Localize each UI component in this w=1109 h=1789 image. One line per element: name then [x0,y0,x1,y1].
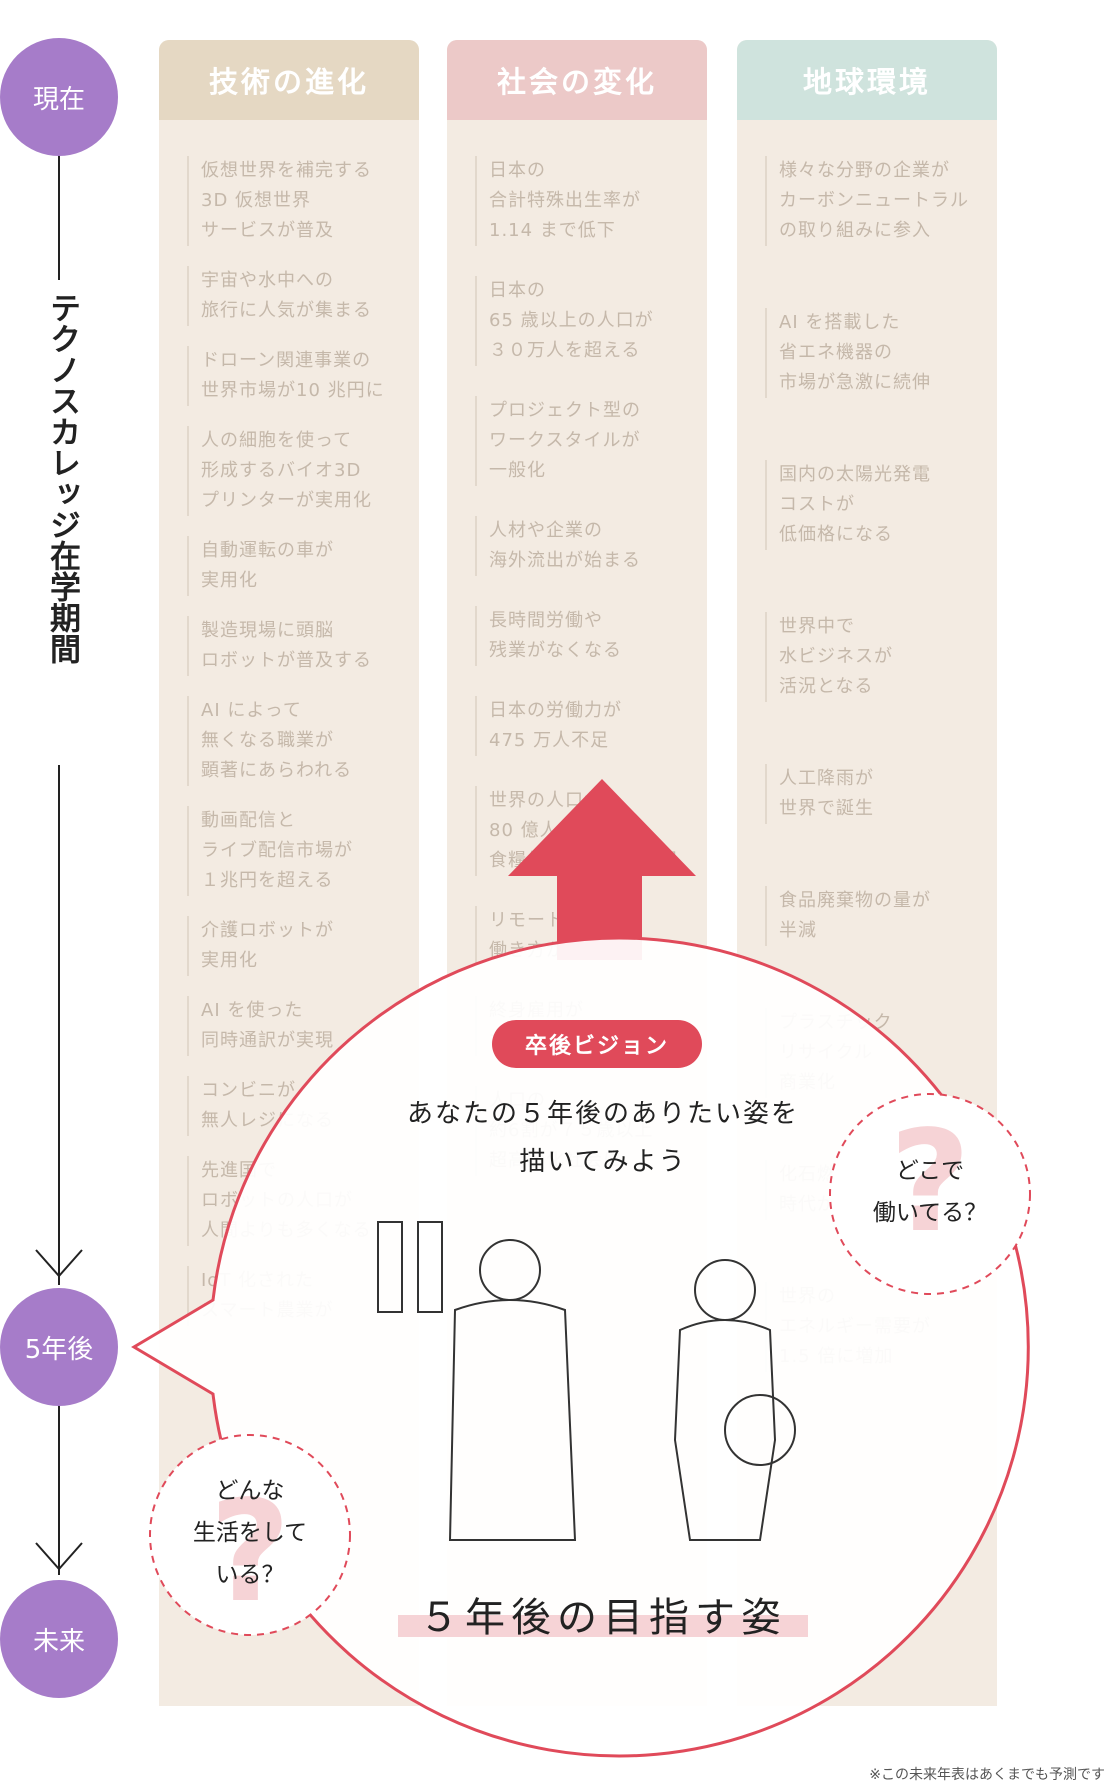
vision-title: ５年後の目指す姿 [419,1595,787,1641]
timeline-middle: 5年後 [0,1288,118,1406]
event-item: AI によって 無くなる職業が 顕著にあらわれる [187,696,419,786]
event-item: AI を搭載した 省エネ機器の 市場が急激に続伸 [765,308,997,398]
event-item: 世界中で 水ビジネスが 活況となる [765,612,997,702]
event-item: 製造現場に頭脳 ロボットが普及する [187,616,419,676]
timeline-period: テクノスカレッジ在学期間 [44,292,80,664]
footnote: ※この未来年表はあくまでも予測です [869,1767,1105,1783]
event-item: 自動運転の車が 実用化 [187,536,419,596]
vision-heading: あなたの５年後のありたい姿を 描いてみよう [406,1099,799,1177]
event-item: 仮想世界を補完する 3D 仮想世界 サービスが普及 [187,156,419,246]
column-title: 地球環境 [737,40,997,120]
item-list: 仮想世界を補完する 3D 仮想世界 サービスが普及宇宙や水中への 旅行に人気が集… [159,120,419,1326]
timeline-end: 未来 [0,1580,118,1698]
event-item: 国内の太陽光発電 コストが 低価格になる [765,460,997,550]
svg-text:?: ? [209,1471,290,1634]
column-title: 技術の進化 [159,40,419,120]
timeline-start: 現在 [0,38,118,156]
event-item: 人材や企業の 海外流出が始まる [475,516,707,576]
event-item: 日本の 65 歳以上の人口が ３０万人を超える [475,276,707,366]
svg-text:?: ? [889,1101,970,1264]
event-item: 人工降雨が 世界で誕生 [765,764,997,824]
vision-badge: 卒後ビジョン [492,1020,702,1068]
event-item: プロジェクト型の ワークスタイルが 一般化 [475,396,707,486]
event-item: 動画配信と ライブ配信市場が １兆円を超える [187,806,419,896]
event-item: 介護ロボットが 実用化 [187,916,419,976]
event-item: 様々な分野の企業が カーボンニュートラル の取り組みに参入 [765,156,997,246]
column-title: 社会の変化 [447,40,707,120]
event-item: 人の細胞を使って 形成するバイオ3D プリンターが実用化 [187,426,419,516]
event-item: 食品廃棄物の量が 半減 [765,886,997,946]
bubble-left: どんな 生活をして いる？ [192,1478,308,1588]
event-item: 日本の 合計特殊出生率が 1.14 まで低下 [475,156,707,246]
bubble-right: どこで 働いてる？ [872,1158,988,1226]
event-item: AI を使った 同時通訳が実現 [187,996,419,1056]
event-item: ドローン関連事業の 世界市場が10 兆円に [187,346,419,406]
event-item: 日本の労働力が 475 万人不足 [475,696,707,756]
event-item: 長時間労働や 残業がなくなる [475,606,707,666]
event-item: 宇宙や水中への 旅行に人気が集まる [187,266,419,326]
